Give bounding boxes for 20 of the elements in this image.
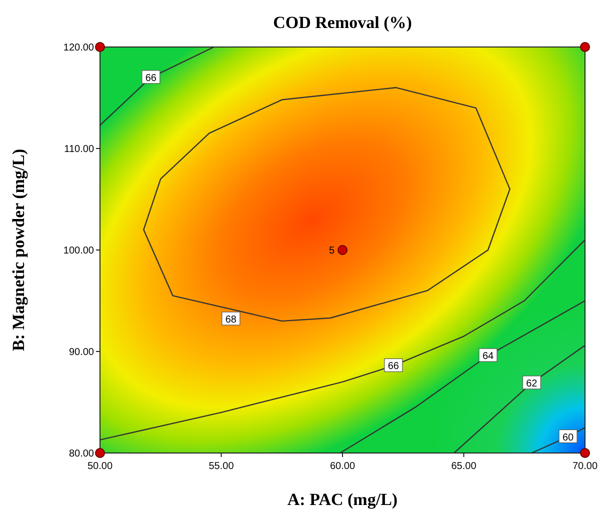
annotation: 60 xyxy=(562,432,574,444)
annotation: 66 xyxy=(145,72,157,84)
annotation: 64 xyxy=(482,351,494,362)
y-tick-label: 80.00 xyxy=(68,448,94,460)
x-tick-label: 65.00 xyxy=(451,461,477,472)
y-tick-label: 90.00 xyxy=(68,347,94,358)
annotation: 66 xyxy=(388,361,400,372)
chart-title: COD Removal (%) xyxy=(273,13,412,32)
annotation: 5 xyxy=(328,246,335,256)
y-tick-label: 100.00 xyxy=(63,246,94,256)
x-axis-title: A: PAC (mg/L) xyxy=(287,490,398,509)
annotation: 68 xyxy=(225,314,237,326)
x-tick-label: 60.00 xyxy=(330,461,356,472)
annotation: 62 xyxy=(526,378,538,390)
x-tick-label: 50.00 xyxy=(87,461,113,472)
x-tick-label: 55.00 xyxy=(208,461,234,472)
x-tick-label: 70.00 xyxy=(572,461,598,472)
y-tick-label: 120.00 xyxy=(63,42,94,54)
y-axis-title: B: Magnetic powder (mg/L) xyxy=(9,148,28,352)
y-tick-label: 110.00 xyxy=(64,144,94,155)
